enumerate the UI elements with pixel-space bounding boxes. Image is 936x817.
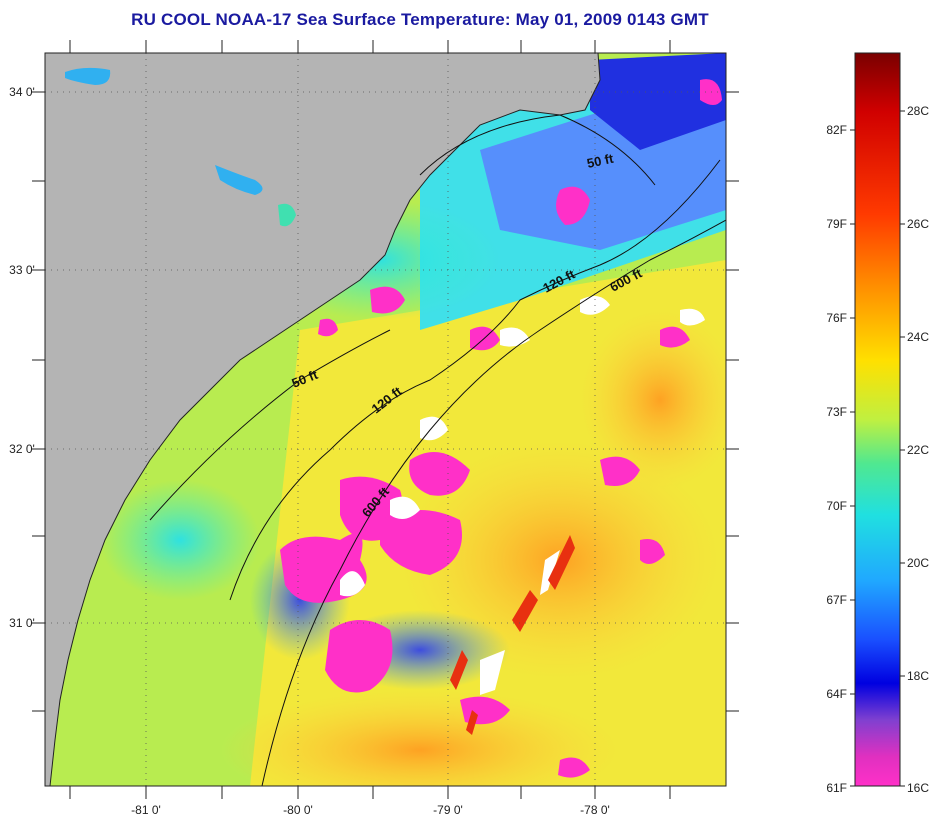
colorbar-c-label: 16C xyxy=(907,781,929,795)
colorbar-ramp xyxy=(854,52,901,787)
colorbar-f-label: 79F xyxy=(826,217,847,231)
land-mass xyxy=(45,53,600,786)
colorbar-f-label: 64F xyxy=(826,687,847,701)
colorbar-f-label: 67F xyxy=(826,593,847,607)
no-data-patches xyxy=(340,296,705,695)
colorbar-f-label: 70F xyxy=(826,499,847,513)
cold-coastal-patch xyxy=(590,53,726,150)
colorbar-f-label: 82F xyxy=(826,123,847,137)
colorbar-c-label: 20C xyxy=(907,556,929,570)
colorbar: 82F 79F 76F 73F 70F 67F 64F 61F 28C 26C … xyxy=(826,52,929,795)
colorbar-c-label: 24C xyxy=(907,330,929,344)
inland-water-1 xyxy=(215,165,263,195)
warm-eddy-2 xyxy=(580,310,726,490)
inland-water-2 xyxy=(278,203,296,227)
lat-tick-label: 32 0' xyxy=(9,442,35,456)
colorbar-c-label: 22C xyxy=(907,443,929,457)
lon-tick-label: -79 0' xyxy=(433,803,463,817)
warm-streaks xyxy=(450,535,575,735)
axis-ticks xyxy=(32,40,739,799)
isobath-120ft xyxy=(229,159,721,601)
colorbar-f-label: 73F xyxy=(826,405,847,419)
inland-water-3 xyxy=(65,67,111,85)
lat-tick-label: 34 0' xyxy=(9,85,35,99)
colorbar-c-label: 28C xyxy=(907,104,929,118)
lon-tick-label: -78 0' xyxy=(580,803,610,817)
colorbar-f-label: 76F xyxy=(826,311,847,325)
colorbar-f-label: 61F xyxy=(826,781,847,795)
map-frame xyxy=(44,52,727,787)
lat-tick-label: 33 0' xyxy=(9,263,35,277)
isobath-50ft-north xyxy=(419,114,656,186)
contour-label-50ft-north: 50 ft xyxy=(586,151,616,171)
lat-tick-label: 31 0' xyxy=(9,616,35,630)
cloud-mask-patches xyxy=(280,79,722,778)
graticule xyxy=(45,53,726,786)
isobath-600ft xyxy=(261,219,726,786)
cyan-shelf-patch xyxy=(100,480,260,600)
warm-south-band xyxy=(220,690,620,786)
map-imagery xyxy=(45,53,726,786)
coastline xyxy=(49,53,601,786)
lon-tick-label: -81 0' xyxy=(131,803,161,817)
isobath-50ft-south xyxy=(149,329,391,521)
colorbar-c-label: 26C xyxy=(907,217,929,231)
map-title: RU COOL NOAA-17 Sea Surface Temperature:… xyxy=(131,10,709,29)
colorbar-c-label: 18C xyxy=(907,669,929,683)
colorbar-ticks xyxy=(850,110,905,787)
lon-tick-label: -80 0' xyxy=(283,803,313,817)
